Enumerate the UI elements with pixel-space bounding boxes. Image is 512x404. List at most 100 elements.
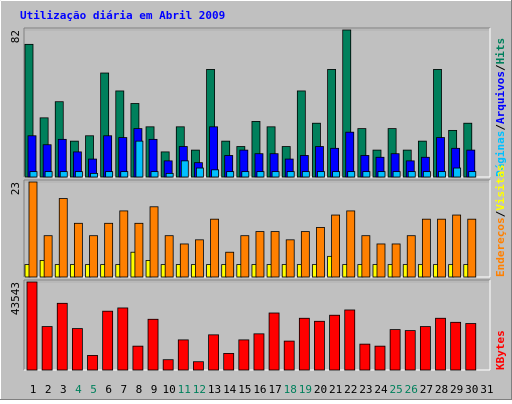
bar — [90, 173, 98, 178]
bar — [58, 198, 68, 278]
bar — [317, 171, 325, 178]
bar — [453, 167, 462, 178]
bar — [301, 171, 310, 178]
x-tick-label: 17 — [268, 383, 281, 396]
bar — [43, 235, 53, 278]
legend-separator: / — [494, 210, 507, 217]
bar — [255, 231, 265, 278]
legend-entry: Endereços — [494, 217, 507, 277]
bar — [300, 231, 310, 278]
bar — [179, 243, 189, 278]
bar — [391, 243, 401, 278]
bar — [44, 171, 53, 178]
x-tick-label: 2 — [45, 383, 52, 396]
bar — [56, 302, 68, 371]
x-tick-label: 20 — [314, 383, 327, 396]
x-tick-label: 27 — [420, 383, 433, 396]
legend-entry: Arquivos — [494, 71, 507, 124]
bar — [435, 317, 446, 371]
x-tick-label: 28 — [435, 383, 448, 396]
y-tick-label: 43543 — [9, 282, 22, 315]
bar — [210, 218, 219, 278]
x-tick-label: 13 — [208, 383, 221, 396]
bar — [29, 171, 38, 178]
bar — [119, 210, 129, 278]
bar — [59, 171, 68, 178]
bar — [347, 171, 356, 178]
bar — [345, 131, 355, 178]
x-tick-label: 22 — [344, 383, 357, 396]
x-tick-label: 14 — [223, 383, 237, 396]
legend: Páginas/Arquivos/Hits — [494, 38, 507, 177]
bar — [468, 171, 477, 178]
bar — [223, 353, 235, 371]
bar — [421, 218, 431, 278]
bar — [452, 214, 462, 278]
legend: Endereços/Visitas — [494, 164, 507, 277]
bar — [120, 171, 129, 178]
bar — [271, 171, 280, 178]
bar — [87, 355, 98, 371]
bar — [361, 235, 371, 278]
bar — [286, 171, 295, 178]
bar — [165, 173, 174, 178]
bar — [268, 312, 280, 371]
bar — [164, 235, 174, 278]
bar — [180, 160, 189, 178]
bar — [376, 243, 386, 278]
bar — [374, 345, 386, 371]
legend-entry: Hits — [494, 38, 507, 65]
bar — [105, 171, 114, 178]
x-tick-label: 1 — [30, 383, 37, 396]
bar — [89, 235, 98, 278]
x-tick-label: 25 — [389, 383, 402, 396]
bar — [344, 309, 356, 371]
bar — [41, 326, 53, 371]
bar — [419, 326, 431, 371]
x-tick-label: 3 — [60, 383, 67, 396]
bar — [147, 318, 159, 371]
x-tick-label: 5 — [90, 383, 97, 396]
bar — [465, 323, 477, 371]
x-tick-label: 30 — [465, 383, 478, 396]
bar — [346, 210, 356, 278]
y-tick-label: 82 — [9, 30, 22, 43]
bar — [238, 339, 250, 371]
bar — [377, 171, 386, 178]
bar — [117, 307, 129, 371]
x-tick-label: 18 — [284, 383, 297, 396]
bar — [150, 171, 159, 178]
bar — [226, 171, 235, 178]
x-tick-label: 4 — [75, 383, 82, 396]
x-tick-label: 29 — [450, 383, 463, 396]
bar — [135, 140, 144, 178]
bar — [118, 137, 128, 178]
x-tick-label: 9 — [151, 383, 158, 396]
chart-title: Utilização diária em Abril 2009 — [20, 9, 225, 22]
x-tick-label: 8 — [136, 383, 143, 396]
x-tick-label: 24 — [374, 383, 388, 396]
bar — [436, 137, 445, 178]
bar — [73, 222, 83, 278]
x-tick-label: 19 — [299, 383, 312, 396]
bar — [134, 222, 144, 278]
bar — [331, 214, 341, 278]
bar — [316, 227, 325, 278]
legend-separator: / — [494, 124, 507, 131]
bar — [438, 171, 446, 178]
bar — [270, 231, 280, 278]
bar — [177, 339, 189, 371]
bar — [329, 314, 341, 371]
bar — [27, 135, 37, 178]
bar — [196, 167, 204, 178]
bar — [195, 239, 204, 278]
bar — [332, 171, 341, 178]
bar — [404, 330, 416, 371]
bar — [149, 206, 159, 278]
x-tick-label: 21 — [329, 383, 342, 396]
bar — [132, 345, 144, 371]
x-tick-label: 6 — [105, 383, 112, 396]
bar — [450, 321, 462, 371]
x-tick-label: 23 — [359, 383, 372, 396]
x-tick-label: 16 — [253, 383, 266, 396]
